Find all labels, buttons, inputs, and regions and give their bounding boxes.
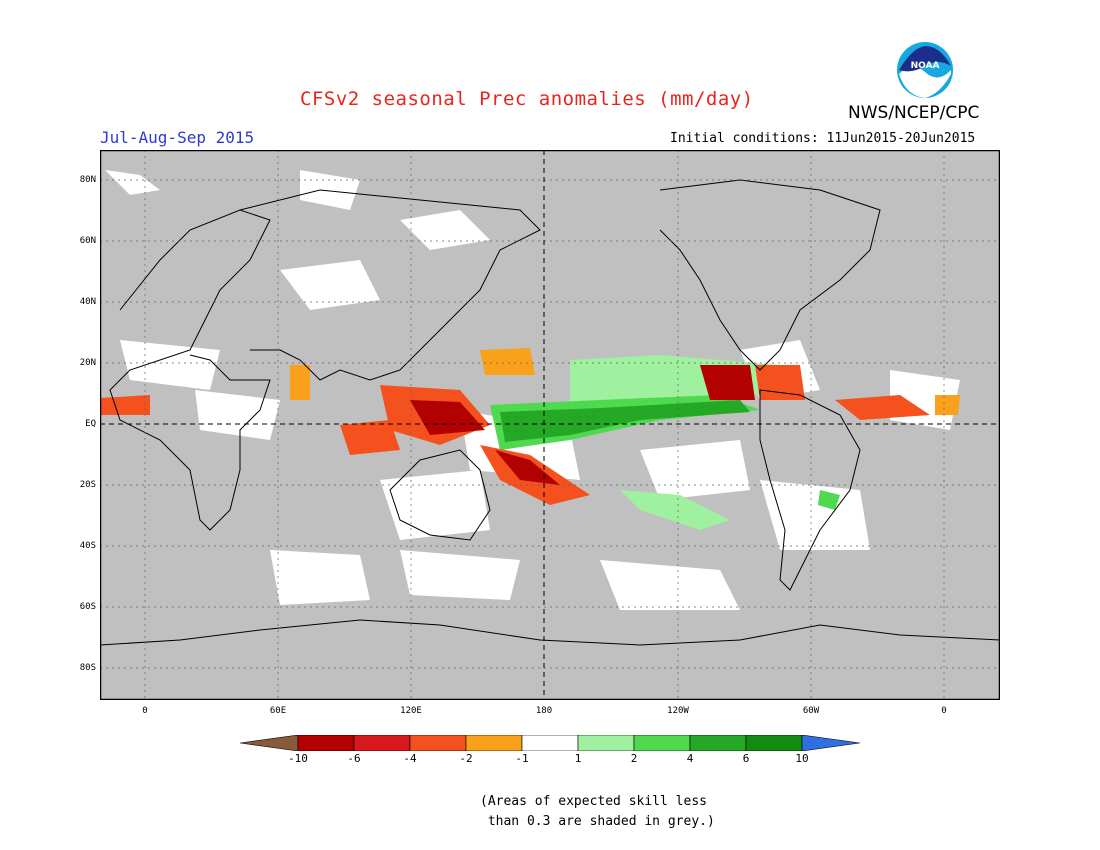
- lon-label-60w: 60W: [802, 706, 820, 716]
- legend-tick-label: 1: [574, 752, 582, 765]
- legend-tick-label: 10: [795, 752, 809, 765]
- map-axes: [100, 150, 1000, 700]
- lat-label-80n: 80N: [79, 175, 96, 185]
- legend-swatch-1: [297, 735, 355, 751]
- legend-swatch-0: [240, 735, 299, 751]
- legend-tick-label: 4: [686, 752, 694, 765]
- legend-swatch-8: [689, 735, 747, 751]
- initial-conditions-label: Initial conditions: 11Jun2015-20Jun2015: [670, 131, 976, 146]
- legend-swatch-5: [521, 735, 579, 751]
- lat-label-60n: 60N: [79, 236, 96, 246]
- agency-label: NWS/NCEP/CPC: [848, 103, 980, 123]
- lat-label-40n: 40N: [79, 297, 96, 307]
- legend-swatch-9: [745, 735, 803, 751]
- precip-anomaly-map: [100, 150, 1000, 700]
- legend-tick-label: 6: [742, 752, 750, 765]
- legend-tick-label: -1: [515, 752, 529, 765]
- period-label: Jul-Aug-Sep 2015: [100, 128, 255, 147]
- skill-note: (Areas of expected skill less than 0.3 a…: [480, 794, 715, 829]
- lat-label-eq: EQ: [85, 419, 96, 429]
- legend-tick-label: -10: [288, 752, 308, 765]
- lon-label-60e: 60E: [269, 706, 287, 716]
- lon-label-120e: 120E: [400, 706, 422, 716]
- noaa-logo: NOAA: [897, 42, 953, 98]
- noaa-logo-text: NOAA: [911, 61, 940, 71]
- legend-swatch-7: [633, 735, 691, 751]
- lon-label-0-east: 0: [941, 706, 947, 716]
- lat-label-60s: 60S: [79, 602, 96, 612]
- legend-swatch-6: [577, 735, 635, 751]
- legend-swatch-2: [353, 735, 411, 751]
- lon-label-120w: 120W: [667, 706, 689, 716]
- legend-tick-label: -4: [403, 752, 417, 765]
- legend-tick-label: -6: [347, 752, 361, 765]
- legend-swatch-10: [801, 735, 860, 751]
- lon-label-180: 180: [535, 706, 553, 716]
- legend-tick-label: -2: [459, 752, 473, 765]
- color-legend: [240, 735, 860, 751]
- legend-swatch-4: [465, 735, 523, 751]
- legend-tick-label: 2: [630, 752, 638, 765]
- map-border: [100, 150, 1000, 700]
- lon-label-0-west: 0: [142, 706, 148, 716]
- lat-label-40s: 40S: [79, 541, 96, 551]
- map-grid: [100, 150, 1000, 700]
- lat-label-20s: 20S: [79, 480, 96, 490]
- lat-label-20n: 20N: [79, 358, 96, 368]
- legend-swatch-3: [409, 735, 467, 751]
- coastlines: [100, 179, 1000, 646]
- lat-label-80s: 80S: [79, 663, 96, 673]
- chart-title: CFSv2 seasonal Prec anomalies (mm/day): [300, 88, 754, 110]
